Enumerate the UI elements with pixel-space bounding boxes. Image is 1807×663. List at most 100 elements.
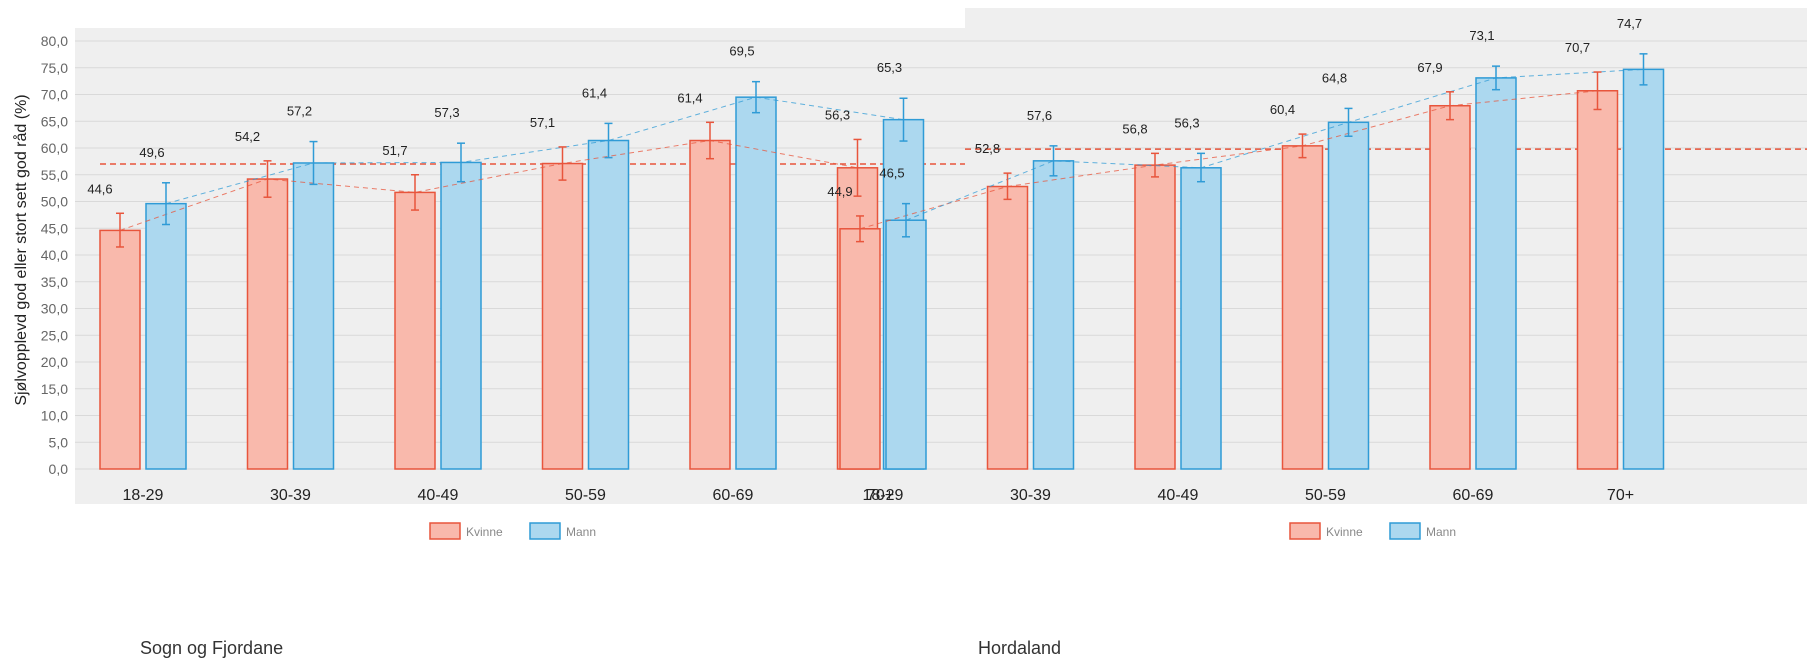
bar-kvinne — [986, 185, 1029, 470]
bar-kvinne — [839, 228, 881, 470]
error-bars — [116, 53, 1648, 248]
y-tick-label: 55,0 — [41, 167, 68, 183]
value-label: 73,1 — [1469, 28, 1494, 43]
value-label: 67,9 — [1417, 60, 1442, 75]
x-tick-label: 18-29 — [863, 487, 904, 504]
value-label: 56,8 — [1122, 121, 1147, 136]
y-tick-label: 0,0 — [49, 461, 69, 477]
y-axis-label: Sjølvopplevd god eller stort sett god rå… — [12, 94, 30, 405]
trend-line-kvinne — [119, 140, 858, 231]
value-labels: 44,6 49,6 54,2 57,2 51,7 57,3 57,1 61,4 61,4 69,5… — [87, 16, 1642, 199]
value-label: 74,7 — [1617, 16, 1642, 31]
bar-kvinne — [1576, 90, 1619, 470]
y-tick-label: 5,0 — [49, 434, 69, 450]
bar-kvinne — [1429, 104, 1471, 470]
legends: Kvinne Mann Kvinne Mann — [429, 522, 1456, 540]
value-label: 57,2 — [287, 104, 312, 119]
value-label: 52,8 — [975, 141, 1000, 156]
bar-kvinne — [99, 229, 141, 470]
value-label: 60,4 — [1270, 102, 1295, 117]
y-tick-label: 35,0 — [41, 274, 68, 290]
panel-background-left — [75, 28, 965, 504]
bar-mann — [1032, 160, 1075, 470]
trend-line-kvinne — [859, 90, 1598, 230]
bar-mann — [735, 96, 777, 470]
bar-mann — [440, 161, 482, 470]
value-label: 44,6 — [87, 181, 112, 196]
y-tick-label: 70,0 — [41, 87, 68, 103]
legend-swatch-mann — [529, 522, 561, 540]
value-label: 51,7 — [382, 143, 407, 158]
bar-mann — [1180, 167, 1222, 470]
x-tick-label: 40-49 — [418, 487, 459, 504]
y-tick-label: 50,0 — [41, 194, 68, 210]
value-label: 61,4 — [582, 85, 607, 100]
panel-title-hordaland: Hordaland — [978, 638, 1062, 658]
panel-background-right — [965, 8, 1807, 504]
y-tick-label: 80,0 — [41, 33, 68, 49]
bar-kvinne — [246, 178, 289, 470]
bar-mann — [292, 162, 335, 470]
value-label: 56,3 — [825, 107, 850, 122]
x-tick-label: 30-39 — [1010, 487, 1051, 504]
legend-swatch-kvinne — [429, 522, 461, 540]
bar-kvinne — [689, 139, 731, 470]
x-tick-label: 40-49 — [1158, 487, 1199, 504]
y-tick-label: 25,0 — [41, 327, 68, 343]
value-label: 57,1 — [530, 115, 555, 130]
value-label: 64,8 — [1322, 70, 1347, 85]
value-label: 65,3 — [877, 60, 902, 75]
bar-mann — [885, 219, 927, 470]
y-tick-label: 40,0 — [41, 247, 68, 263]
y-tick-label: 75,0 — [41, 60, 68, 76]
y-tick-label: 20,0 — [41, 354, 68, 370]
legend-label-kvinne: Kvinne — [466, 525, 503, 539]
y-tick-label: 45,0 — [41, 220, 68, 236]
legend-swatch-mann — [1389, 522, 1421, 540]
value-label: 44,9 — [827, 184, 852, 199]
bar-kvinne — [1134, 164, 1176, 470]
value-label: 49,6 — [139, 145, 164, 160]
bar-mann — [1622, 68, 1665, 470]
gridlines — [75, 40, 1807, 470]
x-tick-label: 70+ — [1607, 487, 1634, 504]
x-tick-label: 50-59 — [565, 487, 606, 504]
bar-kvinne — [1281, 145, 1324, 470]
y-tick-label: 10,0 — [41, 408, 68, 424]
trend-line-mann — [905, 68, 1644, 221]
value-label: 54,2 — [235, 129, 260, 144]
bar-mann — [587, 139, 630, 470]
legend-label-kvinne: Kvinne — [1326, 525, 1363, 539]
value-label: 46,5 — [879, 166, 904, 181]
value-label: 70,7 — [1565, 40, 1590, 55]
legend-label-mann: Mann — [1426, 525, 1456, 539]
value-label: 57,3 — [434, 105, 459, 120]
y-axis: 0,0 5,0 10,0 15,0 20,0 25,0 30,0 35,0 40,0 45,0 50… — [41, 33, 68, 477]
x-tick-label: 60-69 — [713, 487, 754, 504]
bar-mann — [1327, 121, 1370, 470]
y-tick-label: 15,0 — [41, 381, 68, 397]
trend-lines — [119, 68, 1644, 231]
reference-lines — [100, 148, 1807, 165]
x-tick-label: 50-59 — [1305, 487, 1346, 504]
legend-swatch-kvinne — [1289, 522, 1321, 540]
trend-line-mann — [165, 96, 904, 205]
panel-title-sogn-og-fjordane: Sogn og Fjordane — [140, 638, 284, 658]
x-tick-label: 70+ — [867, 487, 894, 504]
bar-mann — [145, 202, 187, 470]
value-label: 56,3 — [1174, 115, 1199, 130]
bar-kvinne — [541, 162, 584, 470]
bar-mann — [1475, 77, 1517, 470]
y-tick-label: 65,0 — [41, 113, 68, 129]
value-label: 69,5 — [729, 44, 754, 59]
x-tick-labels: 18-29 30-39 40-49 50-59 60-69 70+18-29 30-39 40… — [123, 487, 1635, 504]
bar-kvinne — [394, 191, 436, 470]
y-tick-label: 60,0 — [41, 140, 68, 156]
x-tick-label: 18-29 — [123, 487, 164, 504]
legend-label-mann: Mann — [566, 525, 596, 539]
value-label: 57,6 — [1027, 108, 1052, 123]
x-tick-label: 30-39 — [270, 487, 311, 504]
value-label: 61,4 — [677, 90, 702, 105]
y-tick-label: 30,0 — [41, 301, 68, 317]
